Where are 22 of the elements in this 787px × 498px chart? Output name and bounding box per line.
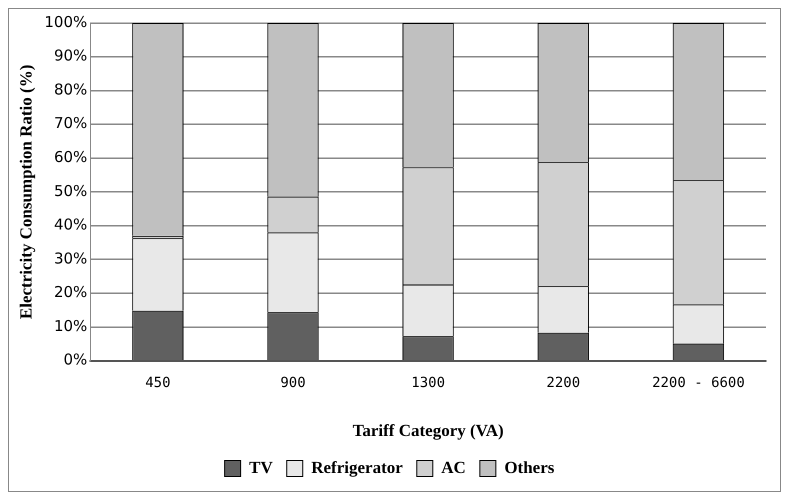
y-tick-label: 40% xyxy=(54,216,88,234)
x-tick-label: 450 xyxy=(145,374,171,391)
y-axis-title: Electricity Consumption Ratio (%) xyxy=(16,64,36,320)
x-axis-title: Tariff Category (VA) xyxy=(352,421,504,440)
y-tick-label: 50% xyxy=(54,182,88,200)
legend-label: Others xyxy=(504,458,555,477)
x-tick-label: 1300 xyxy=(411,374,445,391)
x-tick-label: 2200 - 6600 xyxy=(652,374,745,391)
y-tick-label: 10% xyxy=(54,316,88,335)
y-tick-label: 90% xyxy=(54,46,88,65)
y-tick-label: 30% xyxy=(54,249,88,268)
legend-label: AC xyxy=(441,458,466,477)
y-tick-label: 60% xyxy=(54,148,88,166)
y-tick-label: 0% xyxy=(63,350,88,369)
x-tick-label: 900 xyxy=(280,374,306,391)
y-tick-label: 100% xyxy=(44,12,88,31)
legend-label: TV xyxy=(249,458,274,477)
y-tick-label: 70% xyxy=(54,114,88,132)
x-tick-label: 2200 xyxy=(546,374,580,391)
legend-label: Refrigerator xyxy=(311,458,404,477)
y-tick-label: 80% xyxy=(54,80,88,98)
y-tick-label: 20% xyxy=(54,283,88,302)
